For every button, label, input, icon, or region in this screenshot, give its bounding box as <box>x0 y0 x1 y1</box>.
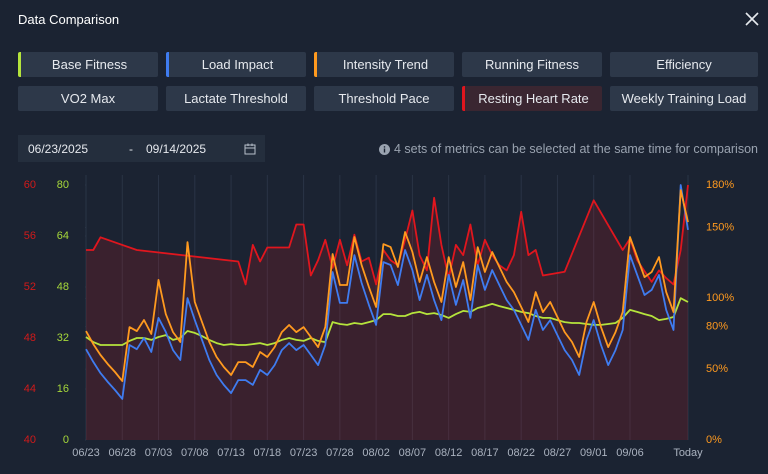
metric-button[interactable]: Threshold Pace <box>314 86 454 111</box>
y-tick-label: 50% <box>706 363 728 375</box>
x-tick-label: 08/22 <box>507 447 535 459</box>
x-tick-label: 06/23 <box>72 447 100 459</box>
x-tick-label: 07/03 <box>145 447 173 459</box>
x-tick-label: 07/08 <box>181 447 209 459</box>
x-tick-label: 08/02 <box>362 447 390 459</box>
y-tick-label: 0% <box>706 434 722 446</box>
metric-button[interactable]: Load Impact <box>166 52 306 77</box>
metric-button[interactable]: Resting Heart Rate <box>462 86 602 111</box>
x-tick-label: Today <box>673 447 703 459</box>
x-tick-label: 09/06 <box>616 447 644 459</box>
y-tick-label: 32 <box>57 332 69 344</box>
y-tick-label: 150% <box>706 221 734 233</box>
y-tick-label: 52 <box>24 281 36 293</box>
x-tick-label: 08/07 <box>399 447 427 459</box>
x-tick-label: 07/18 <box>254 447 282 459</box>
x-tick-label: 08/27 <box>544 447 572 459</box>
x-tick-label: 07/13 <box>217 447 245 459</box>
calendar-icon <box>244 143 256 155</box>
y-tick-label: 16 <box>57 383 69 395</box>
area <box>86 185 688 440</box>
y-tick-label: 80% <box>706 321 728 333</box>
y-tick-label: 60 <box>24 179 36 191</box>
series-line <box>85 184 689 400</box>
info-note: 4 sets of metrics can be selected at the… <box>378 142 758 156</box>
metric-button[interactable]: Weekly Training Load <box>610 86 758 111</box>
end-date: 09/14/2025 <box>146 142 207 156</box>
metric-button[interactable]: Intensity Trend <box>314 52 454 77</box>
date-separator: - <box>129 142 133 156</box>
y-tick-label: 48 <box>24 332 36 344</box>
info-icon <box>378 143 390 155</box>
metric-button[interactable]: Base Fitness <box>18 52 158 77</box>
x-tick-label: 07/28 <box>326 447 354 459</box>
y-tick-label: 48 <box>57 281 69 293</box>
y-tick-label: 56 <box>24 230 36 242</box>
y-tick-label: 100% <box>706 292 734 304</box>
series-line <box>85 297 689 346</box>
y-tick-label: 80 <box>57 179 69 191</box>
metric-button[interactable]: Running Fitness <box>462 52 602 77</box>
x-tick-label: 06/28 <box>108 447 136 459</box>
y-tick-label: 44 <box>24 383 36 395</box>
y-tick-label: 64 <box>57 230 69 242</box>
x-tick-label: 09/01 <box>580 447 608 459</box>
metric-button[interactable]: Lactate Threshold <box>166 86 306 111</box>
metric-button[interactable]: Efficiency <box>610 52 758 77</box>
dialog-title: Data Comparison <box>18 12 120 27</box>
y-tick-label: 180% <box>706 179 734 191</box>
x-tick-label: 08/17 <box>471 447 499 459</box>
y-tick-label: 0 <box>63 434 69 446</box>
date-range-picker[interactable]: 06/23/2025 - 09/14/2025 <box>18 135 265 162</box>
series-line <box>86 184 689 286</box>
metric-button[interactable]: VO2 Max <box>18 86 158 111</box>
start-date: 06/23/2025 <box>28 142 89 156</box>
y-tick-label: 40 <box>24 434 36 446</box>
x-tick-label: 07/23 <box>290 447 318 459</box>
x-tick-label: 08/12 <box>435 447 463 459</box>
info-text: 4 sets of metrics can be selected at the… <box>393 142 758 156</box>
series-line <box>85 189 689 382</box>
close-button[interactable] <box>744 11 760 27</box>
